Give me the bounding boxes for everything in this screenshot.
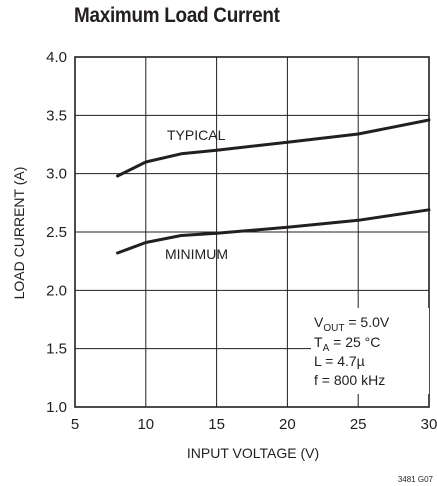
y-tick-label: 3.0 — [46, 166, 67, 183]
y-tick-label: 1.0 — [46, 399, 67, 416]
y-tick-labels: 1.0 1.5 2.0 2.5 3.0 3.5 4.0 — [46, 49, 67, 416]
y-axis-label: LOAD CURRENT (A) — [11, 167, 27, 300]
x-axis-label: INPUT VOLTAGE (V) — [187, 445, 319, 461]
condition-frequency: f = 800 kHz — [314, 372, 385, 388]
x-tick-label: 30 — [421, 416, 437, 433]
x-tick-label: 15 — [208, 416, 225, 433]
conditions-box: VOUT = 5.0V TA = 25 °C L = 4.7µ f = 800 … — [311, 308, 429, 394]
series-line-typical — [116, 118, 431, 178]
plot-frame — [74, 56, 430, 408]
condition-vout: VOUT = 5.0V — [314, 314, 390, 334]
series-label-minimum: MINIMUM — [165, 246, 228, 262]
x-tick-labels: 5 10 15 20 25 30 — [71, 416, 437, 433]
x-tick-label: 20 — [279, 416, 296, 433]
series-line-minimum — [116, 208, 431, 255]
x-tick-label: 10 — [137, 416, 154, 433]
y-tick-label: 4.0 — [46, 49, 67, 66]
y-tick-label: 1.5 — [46, 341, 67, 358]
condition-inductance: L = 4.7µ — [314, 353, 365, 369]
x-tick-label: 5 — [71, 416, 79, 433]
condition-ta: TA = 25 °C — [314, 334, 380, 354]
chart-title: Maximum Load Current — [74, 4, 280, 27]
series-lines — [116, 118, 431, 255]
y-tick-label: 2.5 — [46, 224, 67, 241]
series-label-typical: TYPICAL — [167, 127, 226, 143]
y-tick-label: 2.0 — [46, 282, 67, 299]
x-tick-label: 25 — [350, 416, 367, 433]
figure-code: 3481 G07 — [397, 475, 433, 484]
y-tick-label: 3.5 — [46, 107, 67, 124]
